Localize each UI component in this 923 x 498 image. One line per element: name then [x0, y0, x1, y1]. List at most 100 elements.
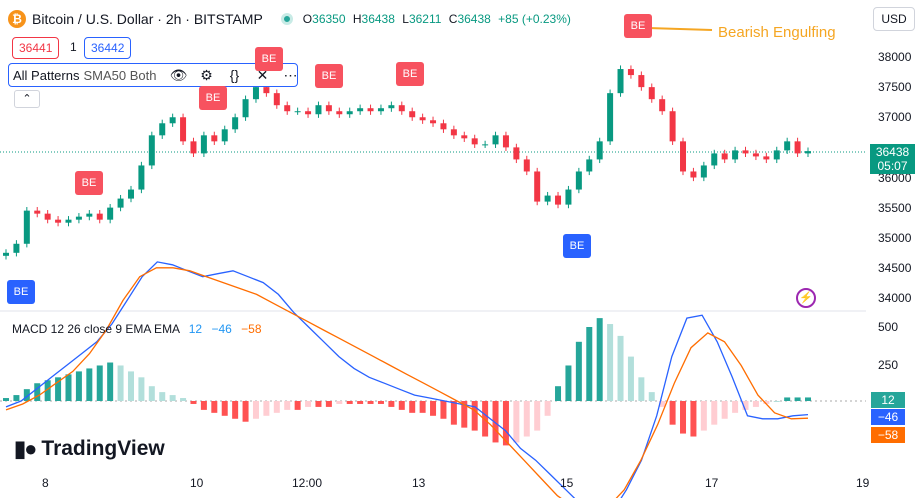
candle-body: [430, 120, 437, 124]
price-tick: 37000: [878, 110, 912, 124]
candle-body: [357, 108, 364, 112]
candle-body: [138, 165, 145, 190]
candle-body: [711, 153, 718, 166]
pattern-marker-be[interactable]: BE: [624, 14, 652, 38]
last-price-label: 36438 05:07: [870, 144, 915, 174]
annotation-leader: [647, 27, 713, 31]
buy-button[interactable]: 36442: [84, 37, 132, 59]
gear-icon[interactable]: ⚙: [200, 66, 213, 83]
histogram-bar: [409, 401, 416, 413]
histogram-bar: [690, 401, 697, 437]
histogram-bar: [34, 383, 41, 401]
candle-body: [409, 111, 416, 118]
candle-body: [96, 213, 103, 220]
more-icon[interactable]: ⋯: [283, 66, 298, 83]
candle-body: [721, 153, 728, 160]
price-change: +85 (+0.23%): [498, 12, 571, 26]
histogram-bar: [127, 371, 134, 401]
candle-body: [513, 147, 520, 160]
symbol-title[interactable]: Bitcoin / U.S. Dollar · 2h · BITSTAMP: [32, 11, 263, 27]
histogram-bar: [763, 401, 770, 404]
histogram-bar: [700, 401, 707, 431]
candle-body: [523, 159, 530, 172]
histogram-bar: [221, 401, 228, 416]
candle-body: [325, 105, 332, 112]
tradingview-logo[interactable]: ▮● TradingView: [14, 436, 165, 461]
macd-line-tag: −46: [871, 409, 905, 425]
collapse-legend-button[interactable]: ⌃: [14, 90, 40, 108]
histogram-bar: [55, 377, 62, 401]
histogram-bar: [805, 397, 811, 401]
pattern-marker-be[interactable]: BE: [255, 47, 283, 71]
histogram-bar: [13, 395, 20, 401]
indicator-legend[interactable]: All Patterns SMA50 Both 👁 ⚙ {} ✕ ⋯: [8, 63, 298, 87]
pattern-marker-be[interactable]: BE: [75, 171, 103, 195]
close-icon[interactable]: ✕: [256, 66, 269, 83]
histogram-bar: [544, 401, 551, 416]
candle-body: [190, 141, 197, 154]
macd-hist-tag: 12: [871, 392, 905, 408]
histogram-bar: [211, 401, 218, 413]
candle-body: [471, 138, 478, 145]
pattern-marker-be[interactable]: BE: [396, 62, 424, 86]
candle-body: [284, 105, 291, 112]
pattern-marker-be[interactable]: BE: [563, 234, 591, 258]
candle-body: [315, 105, 322, 115]
macd-legend[interactable]: MACD 12 26 close 9 EMA EMA 12 −46 −58: [12, 322, 262, 336]
indicator-name: All Patterns: [13, 67, 80, 83]
histogram-bar: [315, 401, 322, 407]
candle-body: [367, 108, 374, 112]
time-tick: 10: [190, 476, 204, 490]
candle-body: [86, 213, 93, 217]
candle-body: [148, 135, 155, 166]
candle-body: [13, 243, 20, 253]
candle-body: [34, 210, 41, 214]
histogram-bar: [534, 401, 541, 431]
histogram-bar: [398, 401, 405, 410]
histogram-bar: [388, 401, 395, 407]
candle-body: [773, 150, 780, 160]
candle-body: [450, 129, 457, 136]
candle-body: [127, 189, 134, 199]
candle-body: [742, 150, 749, 154]
candle-body: [23, 210, 30, 244]
candle-body: [752, 153, 759, 157]
candle-body: [690, 171, 697, 178]
candle-body: [627, 69, 634, 76]
histogram-bar: [607, 324, 614, 401]
histogram-bar: [273, 401, 280, 413]
candle-body: [565, 189, 572, 205]
histogram-bar: [294, 401, 301, 410]
histogram-bar: [346, 401, 353, 404]
candle-body: [336, 111, 343, 115]
histogram-bar: [367, 401, 374, 404]
pattern-marker-be[interactable]: BE: [7, 280, 35, 304]
order-quantity[interactable]: 1: [70, 40, 77, 54]
candlestick-series: [3, 65, 811, 260]
histogram-bar: [659, 401, 666, 407]
candle-body: [700, 165, 707, 178]
candle-body: [159, 123, 166, 136]
signal-value: −58: [241, 322, 262, 336]
time-tick: 13: [412, 476, 426, 490]
time-tick: 8: [42, 476, 49, 490]
eye-icon[interactable]: 👁: [169, 66, 188, 83]
pattern-marker-be[interactable]: BE: [315, 64, 343, 88]
histogram-bar: [638, 377, 645, 401]
candle-body: [805, 151, 811, 154]
braces-icon[interactable]: {}: [229, 66, 240, 83]
candle-body: [502, 135, 509, 148]
histogram-bar: [325, 401, 332, 407]
macd-hist-value: 12: [188, 322, 203, 336]
histogram-bar: [461, 401, 468, 428]
sell-button[interactable]: 36441: [12, 37, 60, 59]
currency-selector[interactable]: USD: [873, 7, 915, 31]
histogram-bar: [482, 401, 489, 437]
histogram-bar: [596, 318, 603, 401]
pattern-marker-be[interactable]: BE: [199, 86, 227, 110]
candle-body: [638, 75, 645, 88]
time-tick: 17: [705, 476, 719, 490]
lightning-icon[interactable]: ⚡: [796, 288, 816, 308]
histogram-bar: [159, 392, 166, 401]
